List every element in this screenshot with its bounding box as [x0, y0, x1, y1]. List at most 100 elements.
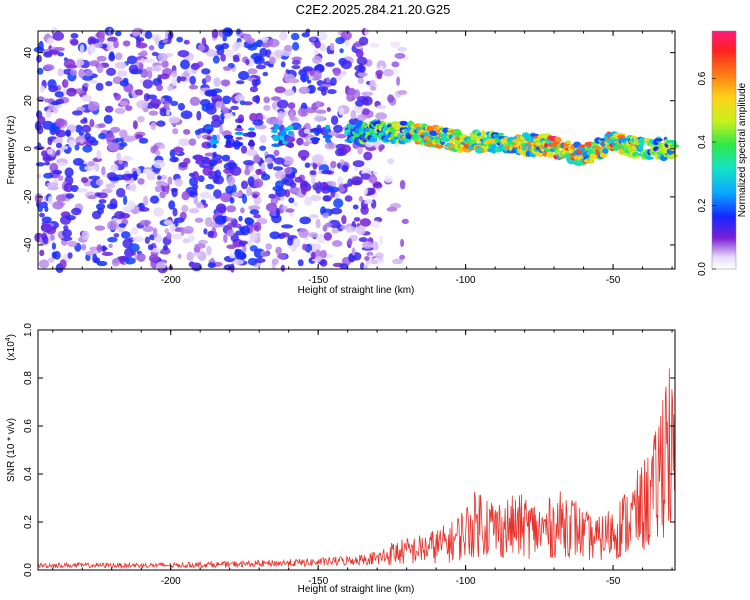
- spectrogram-cell: [164, 228, 169, 234]
- colorbar-tick-label: 0.4: [697, 135, 708, 149]
- spectrogram-cell: [320, 88, 327, 96]
- colorbar-label: Normalized spectral amplitude: [737, 82, 748, 217]
- spectrogram-cell: [78, 131, 85, 136]
- spectrogram-cell: [220, 53, 226, 62]
- spectrogram-cell: [88, 79, 98, 84]
- spectrogram-cell: [183, 129, 191, 135]
- spectrogram-cell: [325, 62, 335, 67]
- snr-x-label: Height of straight line (km): [298, 584, 415, 595]
- spectrogram-cell: [229, 252, 237, 259]
- spectrogram-cell: [173, 146, 184, 153]
- spectrogram-cell: [396, 76, 401, 86]
- spectrogram-cell: [397, 46, 407, 52]
- spectrogram-cell: [98, 33, 105, 44]
- spectrogram-ridge-cell: [546, 151, 555, 158]
- spectrogram-cell: [240, 180, 249, 190]
- spectrogram-cell: [215, 100, 223, 109]
- spectrogram-cell: [359, 218, 371, 227]
- spectrogram-cell: [108, 28, 113, 37]
- spectrogram-cell: [247, 68, 258, 75]
- spectrogram-cell: [239, 100, 246, 106]
- spectrogram-cell: [234, 248, 240, 258]
- spectrogram-cell: [365, 59, 373, 67]
- spectrogram-frame: [37, 30, 676, 270]
- spectrogram-cell: [194, 155, 203, 162]
- spectrogram-cell: [84, 165, 96, 172]
- spectrogram-ridge-cell: [285, 136, 296, 143]
- spectrogram-cell: [261, 42, 271, 48]
- spectrogram-cell: [319, 181, 329, 191]
- spectrogram-cell: [223, 112, 234, 118]
- spectrogram-cell: [158, 42, 165, 49]
- spectrogram-cell: [189, 75, 196, 85]
- spectrogram-cell: [159, 108, 168, 117]
- spectrogram-cell: [48, 84, 59, 93]
- spectrogram-cell: [352, 204, 359, 210]
- spectrogram-cell: [131, 227, 139, 235]
- spectrogram-cell: [273, 157, 285, 165]
- spectrogram-cell: [106, 203, 118, 210]
- snr-x-ticks: -200 -150 -100 -50: [52, 330, 673, 587]
- spectrogram-cell: [360, 205, 369, 215]
- spectrogram-cell: [44, 161, 51, 166]
- spectrogram-cell: [242, 244, 247, 253]
- spectrogram-cell: [352, 160, 365, 168]
- spectrogram-cell: [36, 54, 42, 63]
- spectrogram-cell: [222, 27, 233, 37]
- spectrogram-cell: [298, 228, 309, 239]
- spectrogram-cell: [213, 77, 221, 87]
- spectrogram-cell: [192, 183, 199, 191]
- spectrogram-cell: [98, 132, 107, 140]
- spectrogram-cell: [397, 90, 408, 95]
- spectrogram-cell: [245, 58, 250, 66]
- spectrogram-cell: [93, 42, 103, 48]
- spectrogram-ridge-cell: [590, 143, 599, 147]
- spectrogram-cell: [174, 217, 185, 223]
- spectrogram-cell: [169, 156, 179, 163]
- spectrogram-cell: [96, 149, 102, 160]
- spectrogram-cell: [140, 57, 145, 64]
- spectrogram-cell: [152, 78, 163, 87]
- spectrogram-cell: [34, 193, 43, 203]
- spectrogram-cell: [146, 94, 158, 100]
- y-tick-label: 0.2: [23, 515, 34, 529]
- spectrogram-cell: [78, 68, 85, 79]
- spectrogram-cell: [307, 79, 312, 84]
- spectrogram-cell: [330, 115, 339, 125]
- spectrogram-cell: [275, 207, 280, 218]
- spectrogram-cell: [177, 50, 190, 58]
- spectrogram-cell: [157, 175, 162, 181]
- spectrogram-cell: [46, 148, 54, 155]
- spectrogram-cell: [121, 231, 131, 239]
- spectrogram-cell: [126, 55, 138, 65]
- spectrogram-ridge-cell: [234, 127, 244, 132]
- spectrogram-cell: [253, 196, 261, 206]
- spectrogram-cell: [52, 106, 59, 114]
- spectrogram-cell: [108, 176, 120, 182]
- colorbar: 0.0 0.2 0.4 0.6 Normalized spectral amplitu…: [697, 30, 748, 276]
- spectrogram-cell: [263, 104, 271, 111]
- spectrogram-cell: [154, 185, 162, 193]
- spectrogram-cell: [165, 109, 171, 116]
- spectrogram-cell: [210, 119, 222, 128]
- spectrogram-cell: [87, 36, 97, 46]
- spectrogram-cell: [190, 252, 202, 257]
- spectrogram-cell: [138, 137, 149, 144]
- spectrogram-cell: [163, 244, 168, 251]
- spectrogram-cell: [339, 48, 344, 54]
- spectrogram-cell: [283, 44, 293, 52]
- spectrogram-cell: [144, 236, 150, 244]
- spectrogram-cell: [57, 162, 67, 167]
- spectrogram-ridge-cell: [672, 140, 677, 147]
- spectrogram-cell: [351, 176, 363, 186]
- spectrogram-cell: [159, 191, 166, 199]
- spectrogram-cell: [153, 207, 164, 217]
- y-tick-label: 0.0: [23, 563, 34, 577]
- spectrogram-cell: [79, 44, 85, 54]
- spectrogram-cell: [297, 149, 310, 159]
- spectrogram-cell: [105, 41, 116, 51]
- spectrogram-cell: [249, 232, 258, 242]
- spectrogram-ridge-cell: [639, 137, 646, 144]
- spectrogram-cell: [253, 222, 262, 232]
- spectrogram-cell: [246, 149, 258, 157]
